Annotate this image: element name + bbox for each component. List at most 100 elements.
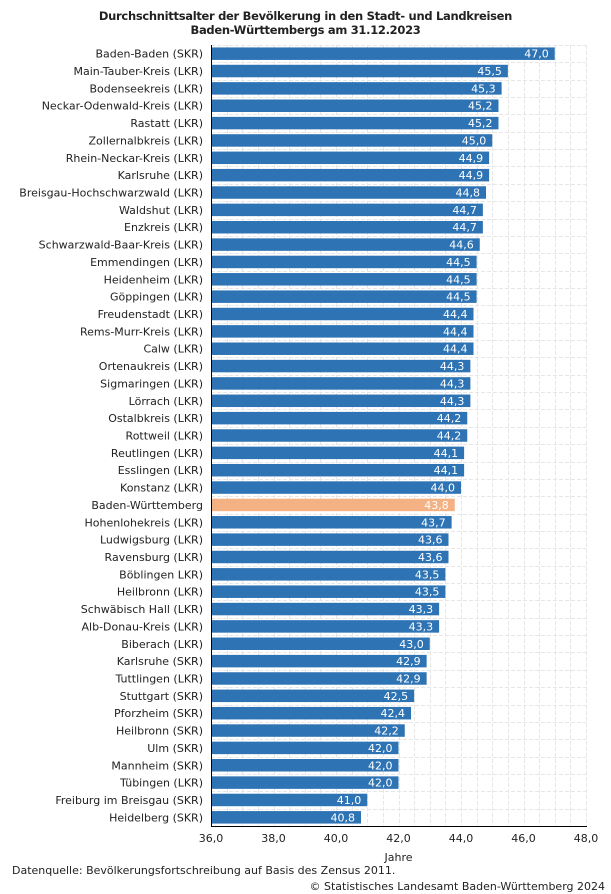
category-label: Calw (LKR) bbox=[143, 343, 203, 356]
value-label: 44,0 bbox=[431, 482, 456, 495]
value-label: 45,0 bbox=[462, 134, 487, 147]
value-label: 44,2 bbox=[437, 430, 462, 443]
value-label: 45,2 bbox=[468, 117, 493, 130]
category-label: Baden-Württemberg bbox=[91, 499, 203, 512]
x-tick-label: 42,0 bbox=[386, 832, 411, 845]
bar bbox=[211, 811, 361, 824]
category-label: Stuttgart (SKR) bbox=[120, 690, 203, 703]
category-label: Karlsruhe (LKR) bbox=[118, 169, 203, 182]
chart-title: Durchschnittsalter der Bevölkerung in de… bbox=[0, 9, 611, 37]
value-label: 44,7 bbox=[452, 221, 477, 234]
value-label: 43,6 bbox=[418, 534, 443, 547]
value-label: 44,1 bbox=[434, 447, 459, 460]
bar bbox=[211, 290, 477, 303]
value-label: 44,5 bbox=[446, 291, 471, 304]
category-label: Bodenseekreis (LKR) bbox=[89, 82, 203, 95]
bar bbox=[211, 203, 483, 217]
bar bbox=[211, 793, 368, 807]
value-label: 44,2 bbox=[437, 412, 462, 425]
value-label: 42,5 bbox=[384, 690, 409, 703]
category-label: Konstanz (LKR) bbox=[120, 482, 203, 495]
value-label: 44,3 bbox=[440, 377, 465, 390]
bar bbox=[211, 533, 449, 546]
category-label: Lörrach (LKR) bbox=[129, 395, 203, 408]
category-label: Rastatt (LKR) bbox=[130, 117, 203, 130]
category-label: Hohenlohekreis (LKR) bbox=[84, 516, 203, 529]
x-tick-labels: 36,0 38,0 40,0 42,0 44,0 46,0 48,0 bbox=[199, 832, 599, 845]
bar-highlight bbox=[211, 498, 455, 512]
value-label: 42,9 bbox=[396, 655, 421, 668]
category-label: Heilbronn (SKR) bbox=[116, 725, 203, 738]
value-label: 44,4 bbox=[443, 325, 468, 338]
bars bbox=[211, 47, 555, 824]
category-label: Tübingen (LKR) bbox=[119, 777, 203, 790]
bar bbox=[211, 429, 468, 442]
value-labels: 47,0 45,5 45,3 45,2 45,2 45,0 44,9 44,9 44,8 44,7… bbox=[331, 48, 549, 825]
category-label: Göppingen (LKR) bbox=[110, 291, 203, 304]
value-label: 44,4 bbox=[443, 308, 468, 321]
axes bbox=[211, 45, 587, 827]
category-label: Heidelberg (SKR) bbox=[109, 811, 203, 824]
bar bbox=[211, 134, 493, 147]
value-label: 40,8 bbox=[331, 811, 356, 824]
bar bbox=[211, 602, 440, 616]
category-label: Heidenheim (LKR) bbox=[104, 273, 203, 286]
value-label: 43,0 bbox=[399, 638, 424, 651]
value-label: 42,2 bbox=[374, 725, 399, 738]
bar bbox=[211, 238, 480, 251]
value-label: 43,3 bbox=[409, 620, 434, 633]
category-label: Alb-Donau-Kreis (LKR) bbox=[82, 620, 204, 633]
bar bbox=[211, 568, 446, 581]
x-tick-label: 46,0 bbox=[511, 832, 536, 845]
bar bbox=[211, 220, 483, 234]
category-label: Karlsruhe (SKR) bbox=[117, 655, 203, 668]
value-label: 43,5 bbox=[415, 586, 440, 599]
bar bbox=[211, 481, 461, 494]
value-label: 44,5 bbox=[446, 256, 471, 269]
value-label: 43,5 bbox=[415, 568, 440, 581]
value-label: 42,4 bbox=[381, 707, 406, 720]
bar bbox=[211, 307, 474, 321]
category-label: Breisgau-Hochschwarzwald (LKR) bbox=[19, 187, 203, 200]
bar bbox=[211, 672, 427, 685]
value-label: 42,0 bbox=[368, 759, 393, 772]
category-label: Neckar-Odenwald-Kreis (LKR) bbox=[42, 100, 203, 113]
bar bbox=[211, 273, 477, 286]
bar bbox=[211, 724, 405, 737]
value-label: 44,6 bbox=[449, 239, 474, 252]
category-label: Ostalbkreis (LKR) bbox=[108, 412, 203, 425]
data-source-note: Datenquelle: Bevölkerungsfortschreibung … bbox=[12, 864, 396, 877]
value-label: 44,8 bbox=[456, 187, 481, 200]
bar bbox=[211, 411, 468, 425]
bar bbox=[211, 82, 502, 95]
category-label: Schwäbisch Hall (LKR) bbox=[81, 603, 203, 616]
bar bbox=[211, 446, 465, 460]
category-label: Böblingen LKR) bbox=[119, 568, 203, 581]
value-label: 44,3 bbox=[440, 360, 465, 373]
bar bbox=[211, 706, 411, 720]
bar bbox=[211, 325, 474, 338]
bar bbox=[211, 776, 399, 789]
x-tick-label: 44,0 bbox=[449, 832, 474, 845]
category-label: Enzkreis (LKR) bbox=[124, 221, 203, 234]
bar bbox=[211, 377, 471, 390]
bar bbox=[211, 255, 477, 269]
chart-title-line-2: Baden-Württembergs am 31.12.2023 bbox=[190, 23, 421, 37]
category-label: Ludwigsburg (LKR) bbox=[100, 534, 203, 547]
category-label: Freiburg im Breisgau (SKR) bbox=[55, 794, 203, 807]
value-label: 42,0 bbox=[368, 742, 393, 755]
category-label: Rems-Murr-Kreis (LKR) bbox=[80, 325, 203, 338]
bar bbox=[211, 359, 471, 373]
category-label: Sigmaringen (LKR) bbox=[100, 377, 203, 390]
category-label: Rottweil (LKR) bbox=[126, 430, 203, 443]
bar bbox=[211, 64, 508, 78]
bar bbox=[211, 47, 555, 60]
value-label: 45,3 bbox=[471, 82, 496, 95]
value-label: 44,1 bbox=[434, 464, 459, 477]
value-label: 45,5 bbox=[477, 65, 502, 78]
category-label: Tuttlingen (LKR) bbox=[114, 672, 203, 685]
value-label: 43,3 bbox=[409, 603, 434, 616]
category-label: Freudenstadt (LKR) bbox=[98, 308, 203, 321]
bar bbox=[211, 342, 474, 355]
